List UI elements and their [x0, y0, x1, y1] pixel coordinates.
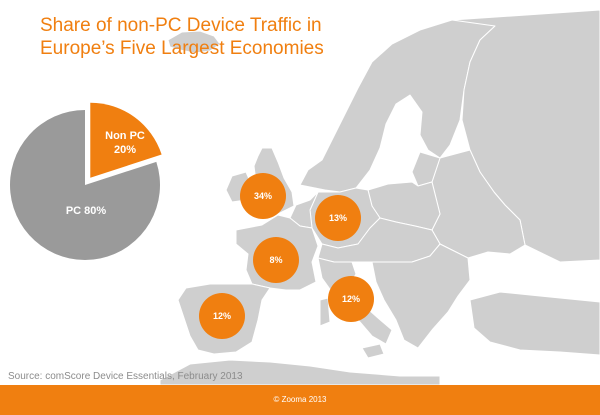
pie-label-non-pc-name: Non PC — [105, 130, 145, 142]
footer-copyright: © Zooma 2013 — [273, 395, 327, 404]
iceland-shape — [167, 30, 221, 54]
pie-slice-non-pc — [90, 102, 162, 178]
scandinavia-shape — [299, 17, 496, 193]
source-note: Source: comScore Device Essentials, Febr… — [8, 371, 243, 382]
turkey-shape — [469, 291, 600, 356]
marker-italy: 12% — [328, 276, 374, 322]
pie-slice-pc — [10, 110, 161, 260]
pie-chart — [10, 102, 162, 260]
balkans-shape — [371, 243, 471, 349]
pie-label-pc: PC 80% — [65, 205, 107, 217]
marker-germany: 13% — [315, 195, 361, 241]
marker-france: 8% — [253, 237, 299, 283]
marker-united-kingdom: 34% — [240, 173, 286, 219]
pie-label-non-pc-value: 20% — [113, 144, 137, 156]
sicily-shape — [361, 343, 385, 359]
pie-label-non-pc: Non PC 20% — [96, 129, 154, 157]
sardinia-shape — [319, 297, 331, 327]
chart-title: Share of non-PC Device Traffic in Europe… — [40, 15, 324, 59]
footer-bar: © Zooma 2013 — [0, 385, 600, 415]
marker-spain: 12% — [199, 293, 245, 339]
